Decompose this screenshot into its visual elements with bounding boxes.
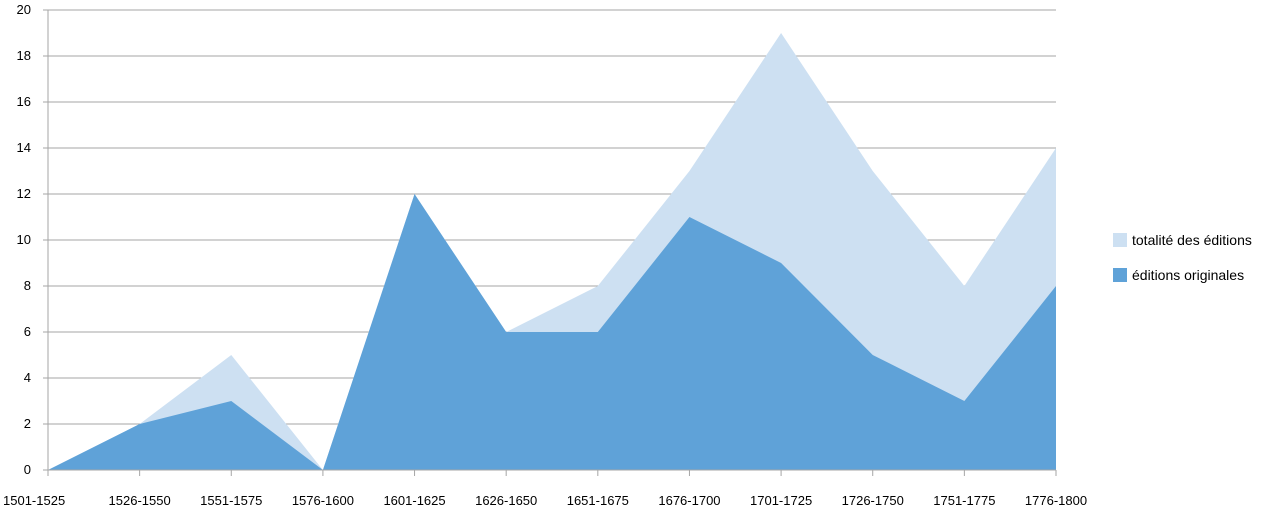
x-tick-label: 1726-1750 bbox=[842, 493, 904, 508]
y-tick-label: 2 bbox=[24, 416, 31, 431]
y-tick-label: 18 bbox=[17, 48, 31, 63]
x-tick-label: 1526-1550 bbox=[109, 493, 171, 508]
series-areas bbox=[48, 33, 1056, 470]
x-tick-label: 1676-1700 bbox=[658, 493, 720, 508]
y-tick-label: 16 bbox=[17, 94, 31, 109]
y-tick-label: 14 bbox=[17, 140, 31, 155]
y-tick-label: 6 bbox=[24, 324, 31, 339]
x-tick-labels: 1501-1525 1526-1550 1551-1575 1576-1600 1601… bbox=[3, 493, 1087, 508]
legend-label-0: totalité des éditions bbox=[1132, 232, 1252, 248]
legend-swatch-1 bbox=[1113, 268, 1127, 282]
x-tick-label: 1551-1575 bbox=[200, 493, 262, 508]
x-tick-label: 1651-1675 bbox=[567, 493, 629, 508]
x-tick-label: 1501-1525 bbox=[3, 493, 65, 508]
y-tick-label: 8 bbox=[24, 278, 31, 293]
y-tick-label: 12 bbox=[17, 186, 31, 201]
x-tick-label: 1751-1775 bbox=[933, 493, 995, 508]
x-tick-label: 1576-1600 bbox=[292, 493, 354, 508]
x-tick-label: 1701-1725 bbox=[750, 493, 812, 508]
y-tick-label: 10 bbox=[17, 232, 31, 247]
legend-swatch-0 bbox=[1113, 233, 1127, 247]
legend-label-1: éditions originales bbox=[1132, 267, 1244, 283]
y-tick-label: 20 bbox=[17, 2, 31, 17]
y-tick-label: 4 bbox=[24, 370, 31, 385]
y-tick-labels: 0 2 4 6 8 10 12 14 16 18 20 bbox=[17, 2, 31, 477]
x-tick-label: 1601-1625 bbox=[383, 493, 445, 508]
x-tick-label: 1776-1800 bbox=[1025, 493, 1087, 508]
legend: totalité des éditions éditions originales bbox=[1113, 232, 1252, 283]
x-tick-label: 1626-1650 bbox=[475, 493, 537, 508]
y-tick-label: 0 bbox=[24, 462, 31, 477]
